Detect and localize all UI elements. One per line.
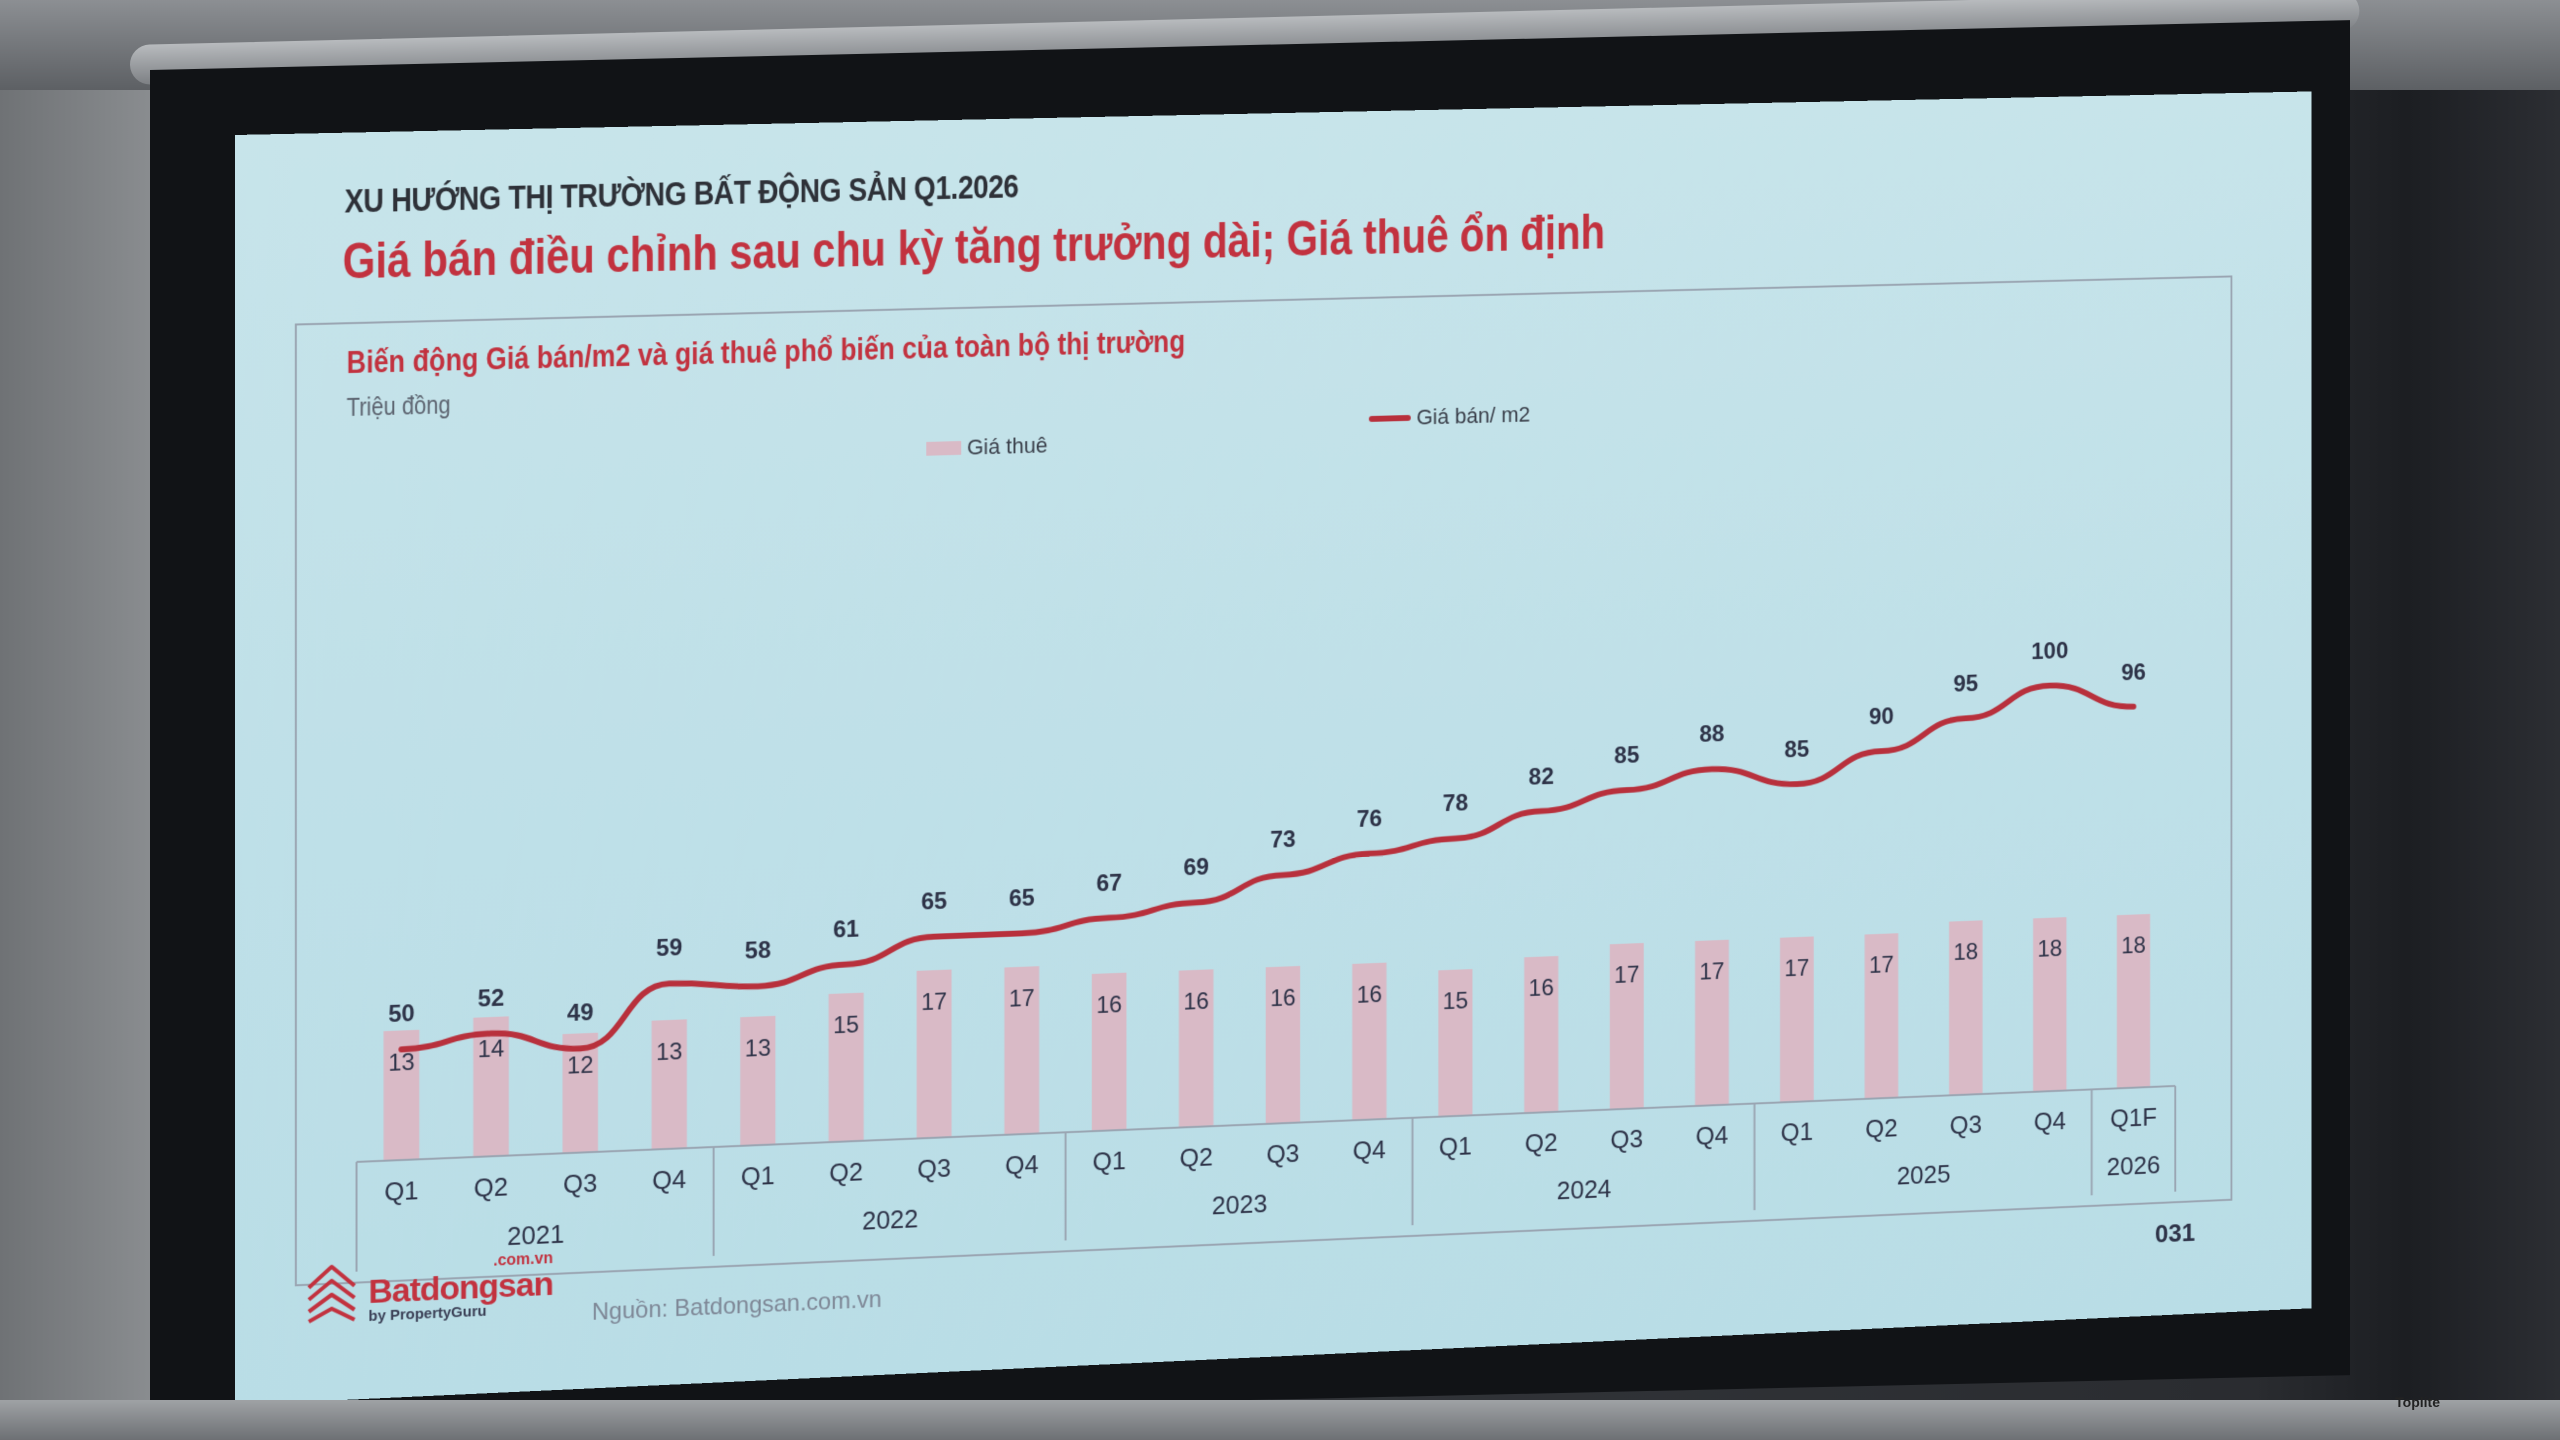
quarter-label: Q1	[384, 1175, 418, 1206]
sale-price-label: 61	[833, 916, 859, 944]
sale-price-label: 65	[1009, 885, 1035, 913]
rent-bar	[1265, 965, 1301, 1124]
quarter-label: Q1	[1092, 1145, 1125, 1176]
sale-price-label: 78	[1443, 790, 1468, 817]
quarter-label: Q2	[1180, 1142, 1213, 1173]
quarter-label: Q3	[563, 1168, 597, 1199]
quarter-label: Q3	[1610, 1124, 1643, 1155]
rent-bar-label: 17	[1784, 955, 1809, 982]
rent-bar	[651, 1019, 687, 1150]
rent-bar-label: 17	[921, 988, 947, 1016]
quarter-label: Q2	[1865, 1113, 1897, 1143]
quarter-label: Q1	[741, 1160, 775, 1191]
screen-brand-label: Toplite	[2395, 1394, 2440, 1410]
rent-bar-label: 13	[388, 1049, 414, 1077]
rent-bar	[1091, 972, 1127, 1132]
sale-price-label: 85	[1784, 736, 1809, 763]
rent-bar-label: 13	[745, 1035, 771, 1063]
rent-bar-label: 18	[2121, 932, 2146, 959]
quarter-label: Q4	[652, 1164, 686, 1195]
rent-bar	[473, 1016, 509, 1158]
year-label: 2026	[2107, 1150, 2160, 1181]
rent-bar-label: 17	[1614, 962, 1639, 989]
projected-slide: XU HƯỚNG THỊ TRƯỜNG BẤT ĐỘNG SẢN Q1.2026…	[235, 91, 2312, 1405]
sale-price-label: 88	[1699, 721, 1724, 748]
quarter-label: Q1	[1439, 1131, 1472, 1162]
sale-price-label: 50	[388, 1000, 414, 1028]
screen-bottom-bar	[0, 1400, 2560, 1440]
quarter-label: Q4	[1353, 1135, 1386, 1166]
rent-bar-label: 16	[1357, 981, 1382, 1008]
quarter-label: Q1F	[2110, 1102, 2157, 1133]
sale-price-label: 96	[2121, 659, 2146, 686]
sale-price-label: 52	[478, 984, 504, 1012]
quarter-label: Q4	[2034, 1106, 2066, 1136]
sale-price-label: 49	[567, 999, 593, 1027]
year-label: 2022	[862, 1204, 918, 1236]
rent-bar-label: 15	[833, 1012, 859, 1040]
rent-bar-label: 17	[1009, 985, 1035, 1013]
batdongsan-logo: .com.vn Batdongsan by PropertyGuru	[305, 1250, 553, 1327]
source-note: Nguồn: Batdongsan.com.vn	[591, 1286, 882, 1326]
rent-bar	[740, 1015, 776, 1146]
rent-bar-label: 17	[1699, 958, 1724, 985]
house-chevron-logo-icon	[305, 1261, 359, 1325]
rent-bar	[1004, 966, 1040, 1135]
rent-bar-label: 18	[2037, 936, 2062, 963]
rent-bar	[383, 1029, 420, 1161]
rent-bar-label: 14	[478, 1035, 504, 1063]
combo-chart: 13 14 12 13 13 15 17 17 16 16 16 16 15 16 17 17 17 17 18 18…	[297, 638, 2231, 1284]
year-label: 2024	[1557, 1174, 1612, 1206]
sale-price-label: 90	[1869, 703, 1894, 730]
sale-price-label: 69	[1183, 854, 1209, 881]
rent-bar	[916, 969, 952, 1139]
quarter-label: Q3	[1950, 1109, 1982, 1139]
rent-bar-label: 18	[1953, 939, 1978, 966]
quarter-label: Q3	[917, 1153, 951, 1184]
rent-bar	[828, 992, 864, 1143]
quarter-label: Q1	[1781, 1117, 1813, 1147]
rent-bar-label: 17	[1869, 952, 1894, 979]
quarter-label: Q4	[1696, 1120, 1729, 1151]
quarter-label: Q2	[1525, 1127, 1558, 1158]
sale-price-label: 100	[2031, 638, 2068, 665]
sale-price-label: 67	[1096, 869, 1122, 896]
rent-bar-label: 12	[567, 1052, 593, 1080]
page-number: 031	[2154, 1217, 2195, 1249]
rent-bar-label: 16	[1096, 991, 1122, 1019]
rent-bar-label: 16	[1270, 985, 1296, 1012]
quarter-label: Q2	[829, 1157, 863, 1188]
sale-price-label: 65	[921, 888, 947, 916]
sale-price-label: 73	[1270, 827, 1296, 854]
rent-bar	[1178, 969, 1214, 1128]
sale-price-label: 95	[1953, 671, 1978, 698]
slide-kicker: XU HƯỚNG THỊ TRƯỜNG BẤT ĐỘNG SẢN Q1.2026	[344, 167, 1019, 221]
sale-price-label: 82	[1529, 763, 1554, 790]
sale-price-label: 85	[1614, 742, 1639, 769]
sale-price-label: 76	[1357, 805, 1382, 832]
rent-bar-label: 13	[656, 1038, 682, 1066]
sale-price-label: 59	[656, 934, 682, 962]
year-label: 2023	[1212, 1188, 1267, 1220]
year-label: 2021	[507, 1219, 564, 1251]
rent-bar-label: 15	[1443, 988, 1468, 1015]
rent-bar-label: 16	[1529, 975, 1554, 1002]
rent-bar	[562, 1032, 599, 1154]
quarter-label: Q3	[1266, 1138, 1299, 1169]
sale-price-label: 58	[745, 937, 771, 965]
year-label: 2025	[1897, 1159, 1951, 1190]
rent-bar-label: 16	[1183, 988, 1209, 1015]
chart-container: Biến động Giá bán/m2 và giá thuê phổ biế…	[294, 275, 2233, 1287]
quarter-label: Q2	[474, 1171, 508, 1202]
quarter-label: Q4	[1005, 1149, 1039, 1180]
